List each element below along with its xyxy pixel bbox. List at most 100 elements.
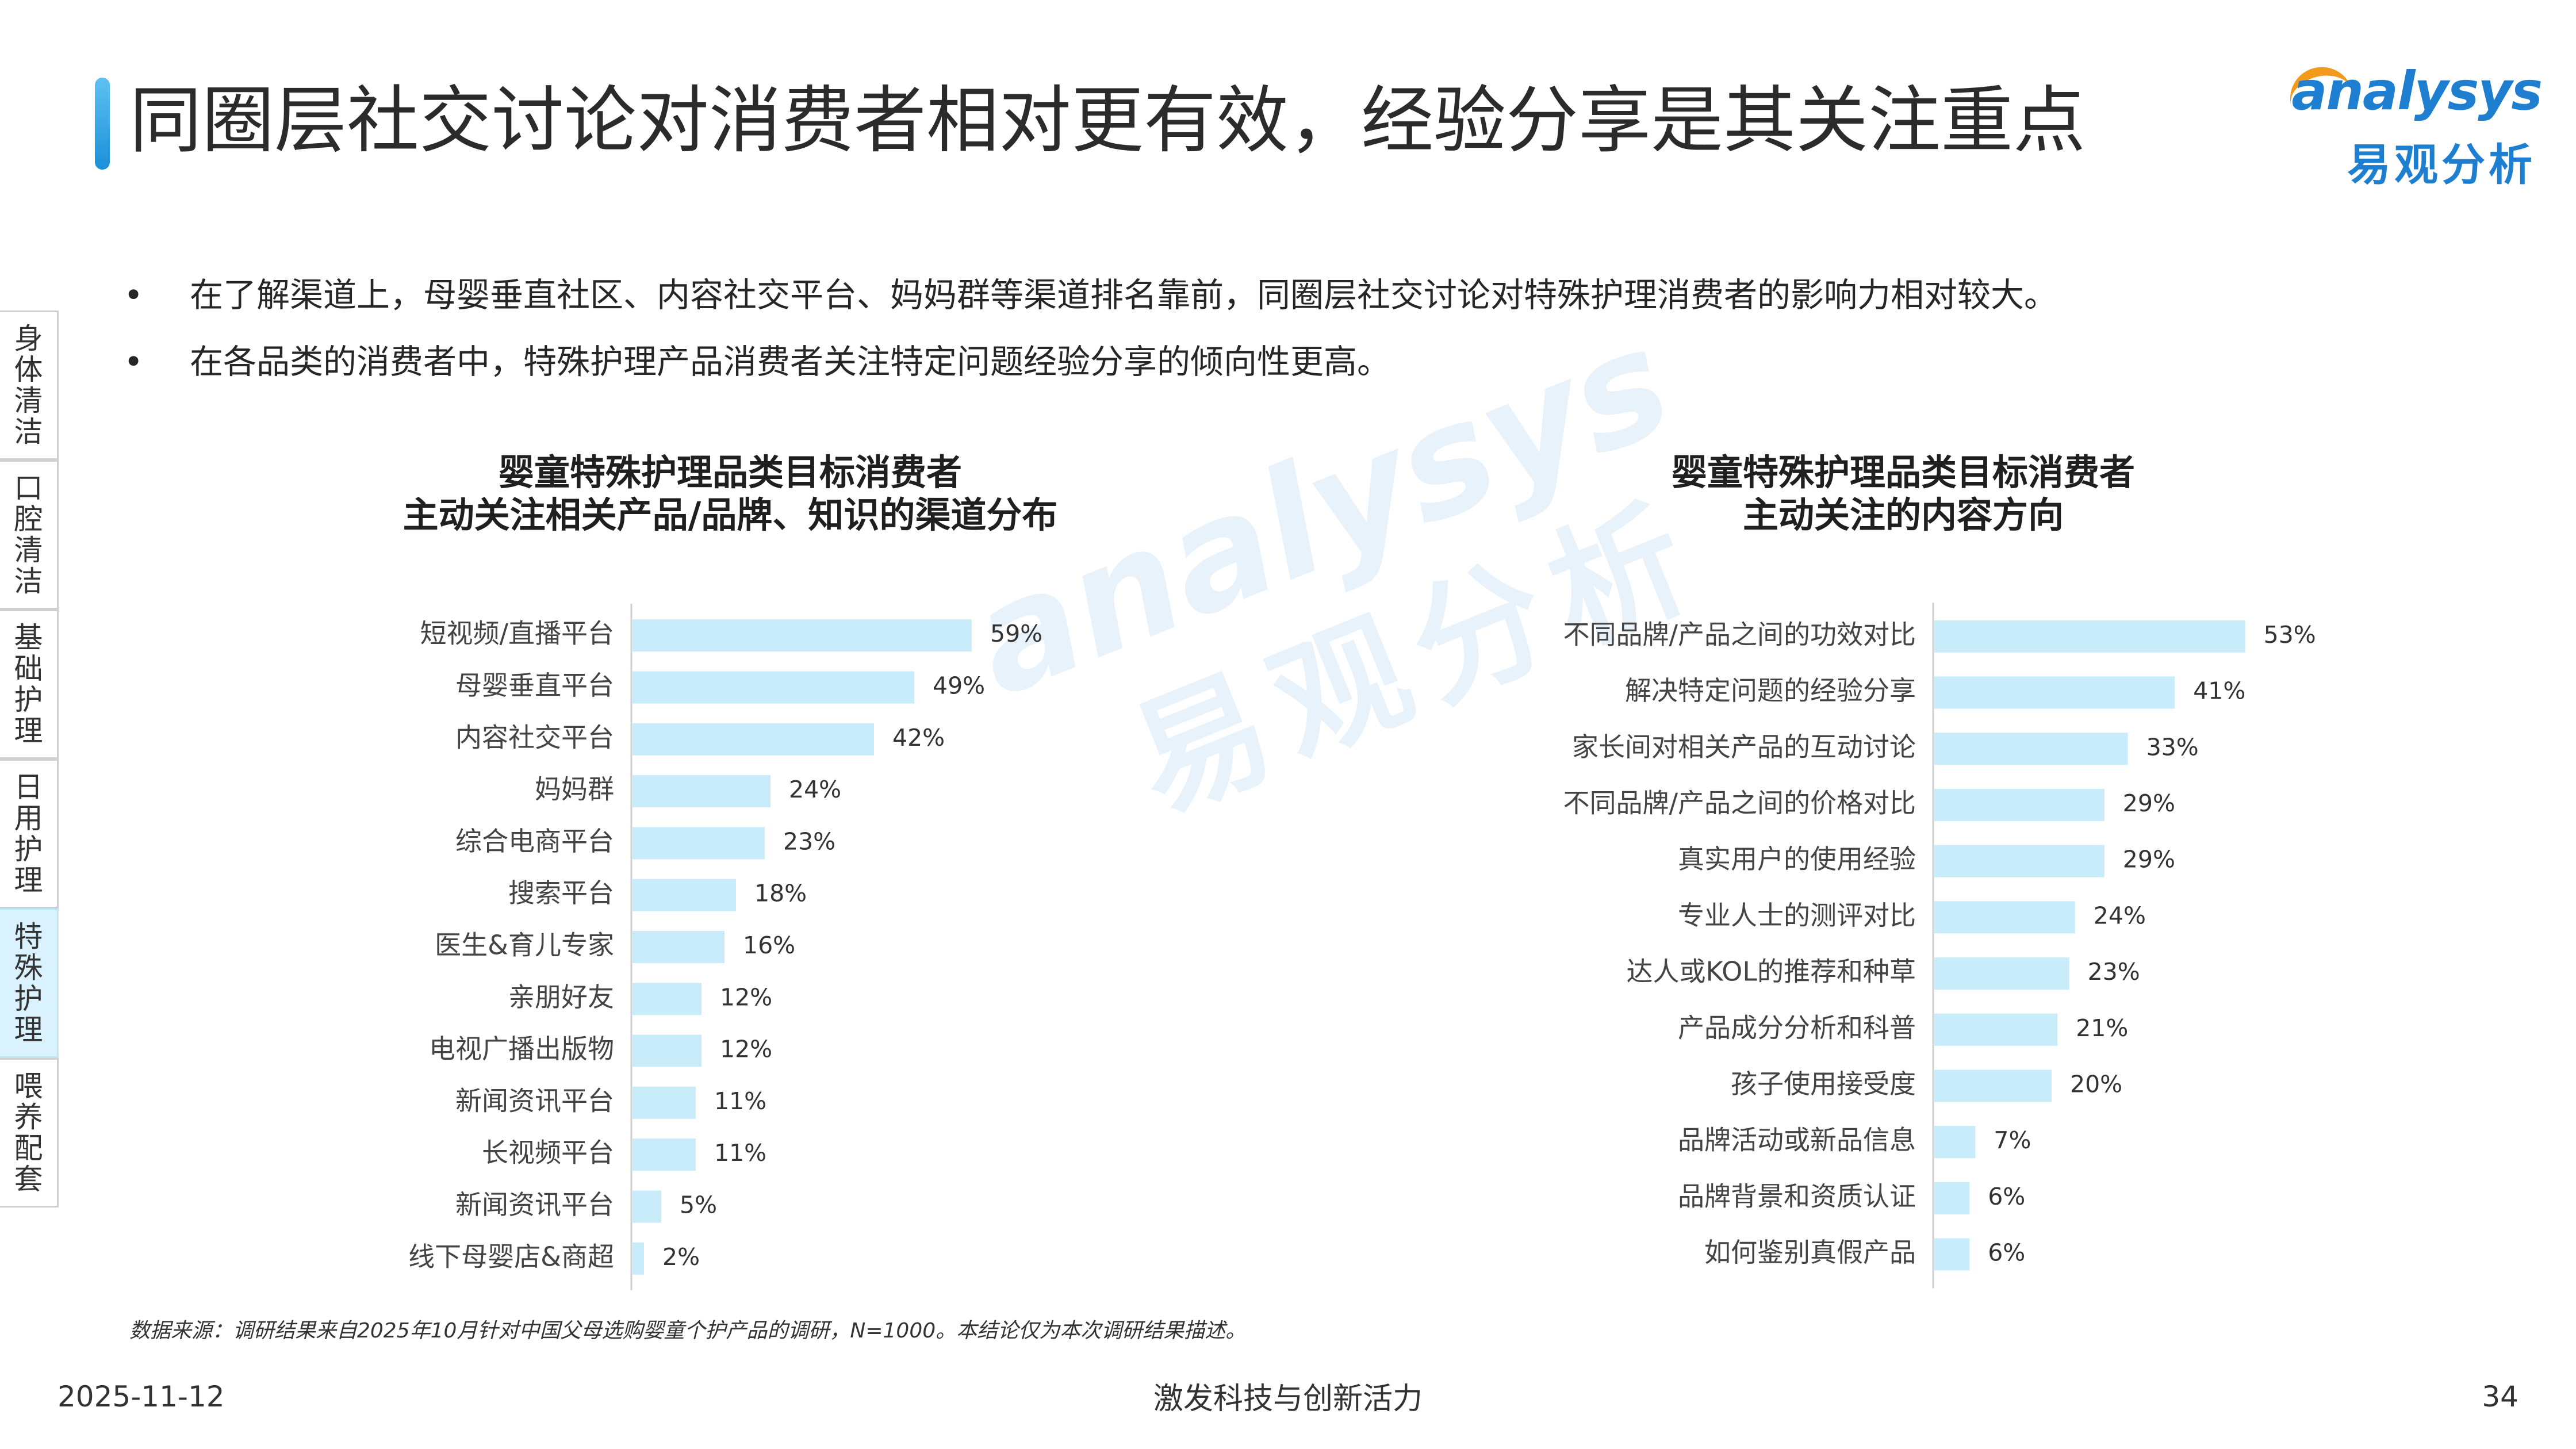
logo-text-en: analysys bbox=[2291, 60, 2543, 122]
bar bbox=[632, 1086, 696, 1119]
value-label: 29% bbox=[2123, 789, 2175, 817]
value-label: 49% bbox=[933, 672, 985, 699]
bar bbox=[1934, 1182, 1970, 1214]
side-tab-label: 喂养配套 bbox=[14, 1070, 43, 1196]
side-tab-oral-cleaning[interactable]: 口腔清洁 bbox=[0, 460, 59, 610]
category-label: 品牌背景和资质认证 bbox=[1678, 1180, 1916, 1212]
bar bbox=[632, 619, 972, 652]
bar bbox=[1934, 1238, 1970, 1271]
side-tab-daily-care[interactable]: 日用护理 bbox=[0, 759, 59, 908]
left-chart-title-line2: 主动关注相关产品/品牌、知识的渠道分布 bbox=[402, 494, 1058, 536]
bullet-marker: • bbox=[124, 275, 144, 315]
bullet-text: 在了解渠道上，母婴垂直社区、内容社交平台、妈妈群等渠道排名靠前，同圈层社交讨论对… bbox=[190, 275, 2058, 315]
value-label: 2% bbox=[662, 1243, 700, 1271]
value-label: 33% bbox=[2146, 733, 2199, 761]
page-title: 同圈层社交讨论对消费者相对更有效，经验分享是其关注重点 bbox=[129, 78, 2086, 163]
bar bbox=[632, 1034, 702, 1067]
bar bbox=[632, 930, 724, 963]
bar bbox=[1934, 1126, 1976, 1159]
side-tab-label: 基础护理 bbox=[14, 621, 43, 747]
value-label: 24% bbox=[2094, 902, 2146, 929]
footer-date: 2025-11-12 bbox=[57, 1380, 225, 1413]
bar bbox=[1934, 1013, 2058, 1046]
bullet-marker: • bbox=[124, 342, 144, 381]
right-bar-chart: 不同品牌/产品之间的功效对比 53% 解决特定问题的经验分享 41% 家长间对相关产品的… bbox=[1563, 603, 2316, 1289]
value-label: 41% bbox=[2193, 677, 2245, 705]
bar bbox=[632, 983, 702, 1015]
value-label: 5% bbox=[680, 1191, 717, 1218]
right-chart-title-line2: 主动关注的内容方向 bbox=[1742, 494, 2064, 536]
right-chart-title-line1: 婴童特殊护理品类目标消费者 bbox=[1671, 451, 2135, 493]
category-label: 品牌活动或新品信息 bbox=[1678, 1125, 1916, 1156]
category-label: 孩子使用接受度 bbox=[1731, 1068, 1916, 1099]
category-label: 如何鉴别真假产品 bbox=[1704, 1237, 1916, 1268]
right-chart-title: 婴童特殊护理品类目标消费者 主动关注的内容方向 bbox=[1587, 451, 2220, 536]
category-label: 妈妈群 bbox=[535, 774, 614, 805]
bar bbox=[1934, 901, 2075, 934]
category-label: 产品成分分析和科普 bbox=[1678, 1012, 1916, 1043]
page-number: 34 bbox=[2482, 1380, 2518, 1413]
footer-slogan: 激发科技与创新活力 bbox=[1153, 1382, 1423, 1416]
bar bbox=[1934, 620, 2245, 653]
left-bar-chart: 短视频/直播平台 59% 母婴垂直平台 49% 内容社交平台 42% 妈妈群 24% 综合电商平… bbox=[408, 604, 1042, 1290]
value-label: 24% bbox=[789, 776, 841, 803]
bar bbox=[1934, 788, 2104, 821]
value-label: 21% bbox=[2076, 1014, 2128, 1042]
category-label: 达人或KOL的推荐和种草 bbox=[1627, 956, 1916, 987]
category-label: 短视频/直播平台 bbox=[420, 618, 615, 649]
category-label: 电视广播出版物 bbox=[429, 1033, 614, 1064]
side-tab-basic-care[interactable]: 基础护理 bbox=[0, 610, 59, 759]
category-label: 不同品牌/产品之间的价格对比 bbox=[1563, 787, 1916, 818]
category-label: 新闻资讯平台 bbox=[455, 1189, 614, 1220]
source-note: 数据来源：调研结果来自2025年10月针对中国父母选购婴童个护产品的调研，N=1… bbox=[129, 1319, 1247, 1343]
value-label: 29% bbox=[2123, 846, 2175, 873]
category-label: 长视频平台 bbox=[482, 1137, 614, 1168]
value-label: 16% bbox=[743, 931, 795, 959]
bar bbox=[632, 1190, 661, 1223]
bullet-text: 在各品类的消费者中，特殊护理产品消费者关注特定问题经验分享的倾向性更高。 bbox=[190, 342, 1391, 381]
value-label: 7% bbox=[1994, 1126, 2031, 1154]
category-label: 亲朋好友 bbox=[508, 982, 614, 1013]
category-label: 搜索平台 bbox=[508, 877, 614, 908]
bar bbox=[632, 671, 914, 704]
category-label: 线下母婴店&商超 bbox=[408, 1241, 614, 1272]
category-label: 医生&育儿专家 bbox=[435, 929, 614, 960]
bar bbox=[632, 827, 765, 860]
category-label: 专业人士的测评对比 bbox=[1678, 900, 1916, 931]
bar bbox=[1934, 676, 2175, 709]
side-tab-body-cleaning[interactable]: 身体清洁 bbox=[0, 310, 59, 460]
bar bbox=[632, 1242, 644, 1275]
category-side-tabs: 身体清洁 口腔清洁 基础护理 日用护理 特殊护理 喂养配套 bbox=[0, 310, 61, 1208]
side-tab-label: 特殊护理 bbox=[14, 920, 43, 1046]
value-label: 53% bbox=[2264, 621, 2316, 649]
left-chart-title-line1: 婴童特殊护理品类目标消费者 bbox=[498, 451, 962, 493]
bullet-item: • 在各品类的消费者中，特殊护理产品消费者关注特定问题经验分享的倾向性更高。 bbox=[124, 328, 2057, 395]
value-label: 20% bbox=[2070, 1070, 2122, 1098]
value-label: 6% bbox=[1988, 1183, 2025, 1210]
value-label: 6% bbox=[1988, 1239, 2025, 1267]
side-tab-special-care[interactable]: 特殊护理 bbox=[0, 908, 59, 1058]
value-label: 23% bbox=[2088, 958, 2140, 986]
bar bbox=[1934, 845, 2104, 877]
value-label: 12% bbox=[720, 983, 772, 1011]
category-label: 家长间对相关产品的互动讨论 bbox=[1572, 731, 1916, 762]
bar bbox=[632, 775, 770, 808]
left-chart-title: 婴童特殊护理品类目标消费者 主动关注相关产品/品牌、知识的渠道分布 bbox=[379, 451, 1081, 536]
bar bbox=[632, 1138, 696, 1171]
side-tab-label: 身体清洁 bbox=[14, 322, 43, 448]
value-label: 23% bbox=[783, 827, 835, 855]
category-label: 不同品牌/产品之间的功效对比 bbox=[1563, 619, 1916, 650]
side-tab-label: 日用护理 bbox=[14, 770, 43, 897]
category-label: 新闻资讯平台 bbox=[455, 1085, 614, 1116]
category-label: 真实用户的使用经验 bbox=[1678, 844, 1916, 875]
value-label: 11% bbox=[714, 1139, 766, 1167]
summary-bullets: • 在了解渠道上，母婴垂直社区、内容社交平台、妈妈群等渠道排名靠前，同圈层社交讨… bbox=[124, 262, 2057, 395]
value-label: 18% bbox=[754, 880, 807, 907]
analysys-logo: analysys 易观分析 bbox=[2283, 60, 2543, 193]
bar bbox=[1934, 957, 2069, 990]
side-tab-feeding[interactable]: 喂养配套 bbox=[0, 1058, 59, 1208]
bar bbox=[1934, 733, 2128, 765]
logo-text-cn: 易观分析 bbox=[2347, 139, 2536, 190]
value-label: 11% bbox=[714, 1087, 766, 1115]
bar bbox=[632, 879, 736, 911]
